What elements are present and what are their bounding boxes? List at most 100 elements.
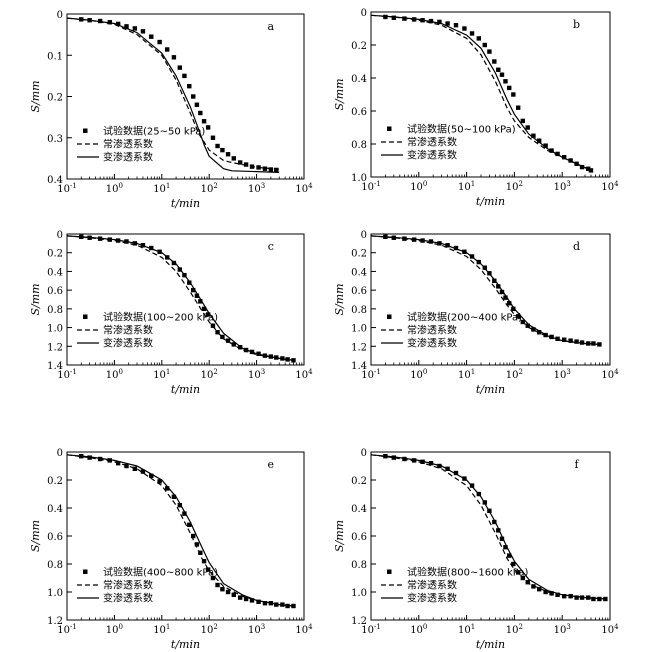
data-point [549,591,554,596]
y-axis-title: S/mm [29,80,42,112]
y-tick-label: 1.4 [351,361,367,372]
x-tick-label: 10-1 [361,180,381,193]
chart-panel-c: 10-1 100 101 102 103 104 0 0.2 0.4 0.6 0.8 1.0 1.2 1.… [29,230,313,396]
y-tick-label: 0.4 [351,74,367,85]
legend-label: 变渗透系数 [103,151,153,164]
series-line-constant-k [66,17,280,170]
data-point [225,152,231,157]
x-tick-label: 101 [153,623,170,636]
legend-label: 常渗透系数 [407,579,457,592]
data-point [391,15,397,20]
legend-label: 变渗透系数 [407,149,457,162]
data-point [177,65,183,70]
y-tick-label: 1.4 [47,361,63,372]
y-tick-label: 0 [361,8,367,19]
data-point [476,36,482,41]
y-tick-label: 0.4 [47,504,63,515]
x-tick-label: 10-1 [57,182,77,195]
data-point [496,67,501,72]
x-tick-label: 100 [410,623,427,636]
data-point [205,125,211,130]
data-point [515,570,521,575]
series-line-constant-k [66,235,294,361]
legend-label: 变渗透系数 [103,592,153,605]
y-tick-label: 0 [57,230,63,241]
data-point [274,167,279,173]
data-point [132,26,138,31]
data-point [503,295,508,300]
data-point [243,162,249,167]
y-tick-label: 1.0 [47,588,63,599]
data-point [201,119,207,124]
x-axis-title: t/min [171,383,200,396]
x-tick-label: 100 [106,623,123,636]
data-point [536,330,542,335]
x-tick-label: 103 [248,182,265,195]
data-point [511,92,516,97]
data-point [507,85,512,91]
x-axis-title: t/min [171,638,200,651]
data-point [511,561,516,567]
data-point [182,73,187,79]
y-tick-label: 0.3 [47,134,63,145]
y-tick-label: 0 [57,448,63,459]
x-tick-label: 104 [295,368,313,381]
panel-letter: f [575,458,580,471]
chart-panel-f: 10-1 100 101 102 103 104 0 0.2 0.4 0.6 0.8 1.0 1.2 t/… [333,448,619,651]
data-point [499,536,505,541]
data-point [536,587,542,592]
data-point [205,312,211,317]
series-line-variable-k [370,14,592,171]
data-point [503,545,508,550]
legend-label: 试验数据(25~50 kPa) [103,125,205,138]
data-point [165,47,170,52]
data-point [515,105,521,110]
x-tick-label: 102 [201,182,218,195]
y-tick-label: 1.2 [351,342,367,353]
data-point [496,284,501,289]
y-axis-title: S/mm [333,283,346,315]
legend-marker [387,314,392,319]
data-point [262,601,268,606]
y-tick-label: 0.6 [351,107,367,118]
x-axis-title: t/min [476,383,505,396]
legend-label: 常渗透系数 [407,324,457,337]
y-tick-label: 0.2 [351,41,367,52]
data-point [140,29,146,34]
legend-marker [387,569,392,574]
data-point [201,306,207,312]
x-tick-label: 101 [153,182,170,195]
chart-panel-a: 10-1 100 101 102 103 104 0 0.1 0.2 0.3 0.4 t/min S/m… [29,10,313,210]
data-point [187,83,192,89]
y-tick-label: 0.8 [351,560,367,571]
legend-label: 常渗透系数 [407,136,457,149]
series-line-variable-k [370,454,606,600]
series-line-variable-k [66,235,294,361]
data-point [525,125,530,130]
y-tick-label: 0.6 [351,532,367,543]
data-point [591,596,596,602]
data-point [507,553,512,558]
panel-letter: e [268,458,275,471]
data-point [437,19,442,25]
series-line-variable-k [66,17,280,173]
data-point [531,584,536,589]
x-tick-label: 104 [601,623,619,636]
y-axis-title: S/mm [333,78,346,110]
data-point [579,164,585,170]
chart-panel-e: 10-1 100 101 102 103 104 0 0.2 0.4 0.6 0.8 1.0 1.2 t/… [29,448,313,651]
data-point [198,550,203,555]
x-tick-label: 102 [506,623,523,636]
data-point [171,260,177,266]
data-point [198,110,203,116]
y-tick-label: 0.2 [351,476,367,487]
x-tick-label: 10-1 [361,368,381,381]
data-point [215,143,220,149]
series-line-constant-k [66,454,294,607]
series-line-constant-k [370,235,600,345]
x-tick-label: 104 [295,623,313,636]
data-point [220,587,225,592]
y-tick-label: 0.8 [351,305,367,316]
data-point [187,522,192,527]
y-tick-label: 0.8 [47,560,63,571]
